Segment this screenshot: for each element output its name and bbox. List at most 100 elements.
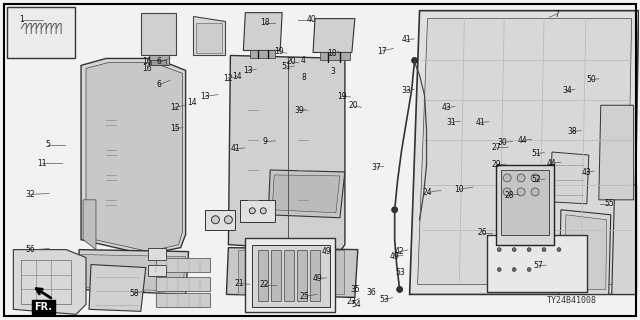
Polygon shape: [81, 59, 186, 255]
Circle shape: [527, 248, 531, 252]
Circle shape: [512, 248, 516, 252]
Circle shape: [531, 174, 539, 182]
Text: 44: 44: [547, 159, 557, 168]
Text: 40: 40: [307, 15, 317, 24]
Polygon shape: [320, 52, 350, 60]
Text: 20: 20: [287, 57, 296, 66]
Text: 34: 34: [563, 86, 572, 95]
Circle shape: [512, 268, 516, 271]
Text: 42: 42: [394, 247, 404, 256]
Polygon shape: [564, 215, 607, 289]
Text: 41: 41: [475, 118, 484, 127]
Circle shape: [52, 36, 58, 42]
Polygon shape: [241, 200, 275, 222]
Bar: [245, 238, 335, 312]
Text: 1: 1: [19, 15, 24, 24]
Text: 24: 24: [423, 188, 433, 197]
Text: 51: 51: [282, 62, 291, 71]
Text: 21: 21: [234, 279, 244, 288]
Polygon shape: [86, 62, 182, 252]
Text: 5: 5: [45, 140, 51, 149]
Polygon shape: [259, 250, 268, 301]
Text: 10: 10: [454, 185, 464, 194]
Text: 30: 30: [497, 138, 507, 147]
Polygon shape: [83, 200, 96, 250]
Polygon shape: [268, 170, 345, 218]
Polygon shape: [148, 248, 166, 260]
Circle shape: [15, 35, 23, 43]
Polygon shape: [271, 250, 281, 301]
Polygon shape: [81, 255, 186, 292]
Text: 16: 16: [142, 64, 152, 73]
Polygon shape: [13, 250, 86, 314]
Text: TY24B41008: TY24B41008: [547, 296, 597, 305]
Polygon shape: [148, 55, 169, 65]
Polygon shape: [238, 250, 256, 294]
Text: 53: 53: [380, 295, 389, 304]
Text: 20: 20: [348, 101, 358, 110]
Circle shape: [503, 188, 511, 196]
Text: 57: 57: [534, 261, 543, 270]
Polygon shape: [89, 265, 146, 311]
Circle shape: [260, 208, 266, 214]
Text: 6: 6: [157, 80, 162, 89]
Text: 49: 49: [312, 274, 323, 283]
Text: 56: 56: [26, 245, 36, 254]
Text: 11: 11: [36, 159, 46, 168]
Circle shape: [527, 268, 531, 271]
Polygon shape: [156, 258, 211, 271]
Polygon shape: [79, 250, 189, 294]
Circle shape: [250, 208, 255, 214]
Text: 27: 27: [491, 143, 500, 152]
Text: 17: 17: [377, 46, 387, 56]
Text: 49: 49: [390, 252, 399, 261]
Polygon shape: [260, 250, 278, 294]
Text: 37: 37: [372, 163, 381, 172]
Text: 16: 16: [142, 57, 152, 66]
Polygon shape: [151, 60, 166, 65]
Polygon shape: [228, 55, 345, 252]
Polygon shape: [243, 13, 282, 51]
Polygon shape: [272, 175, 340, 213]
Polygon shape: [196, 23, 223, 53]
Polygon shape: [141, 13, 175, 55]
Text: 26: 26: [477, 228, 487, 237]
Text: 13: 13: [243, 66, 253, 75]
Text: 28: 28: [504, 190, 514, 200]
Polygon shape: [310, 250, 320, 301]
Text: 50: 50: [587, 75, 596, 84]
Text: 38: 38: [568, 127, 577, 136]
Polygon shape: [282, 250, 300, 294]
Text: 39: 39: [294, 106, 304, 115]
Polygon shape: [205, 210, 236, 230]
Text: 9: 9: [263, 137, 268, 146]
Circle shape: [542, 248, 546, 252]
Text: 25: 25: [300, 292, 310, 301]
Text: 35: 35: [351, 285, 360, 294]
Text: 53: 53: [396, 268, 405, 277]
Polygon shape: [550, 152, 589, 204]
Text: 22: 22: [259, 280, 269, 289]
Text: 49: 49: [321, 247, 332, 256]
Polygon shape: [417, 19, 632, 284]
Text: 18: 18: [327, 49, 336, 58]
Polygon shape: [252, 244, 330, 307]
Circle shape: [557, 248, 561, 252]
Text: 36: 36: [366, 288, 376, 297]
Text: 41: 41: [230, 144, 240, 153]
Text: 51: 51: [531, 149, 541, 158]
Text: 55: 55: [604, 199, 614, 208]
Text: 33: 33: [401, 86, 411, 95]
Circle shape: [517, 174, 525, 182]
Text: 29: 29: [492, 160, 501, 169]
Text: 12: 12: [223, 74, 232, 83]
Text: 6: 6: [157, 57, 162, 66]
Polygon shape: [250, 51, 275, 59]
Text: 18: 18: [260, 19, 269, 28]
Text: 54: 54: [351, 300, 361, 308]
Polygon shape: [410, 11, 639, 294]
Polygon shape: [156, 277, 211, 292]
Circle shape: [517, 188, 525, 196]
Text: 14: 14: [232, 72, 242, 81]
Text: 43: 43: [442, 103, 452, 112]
